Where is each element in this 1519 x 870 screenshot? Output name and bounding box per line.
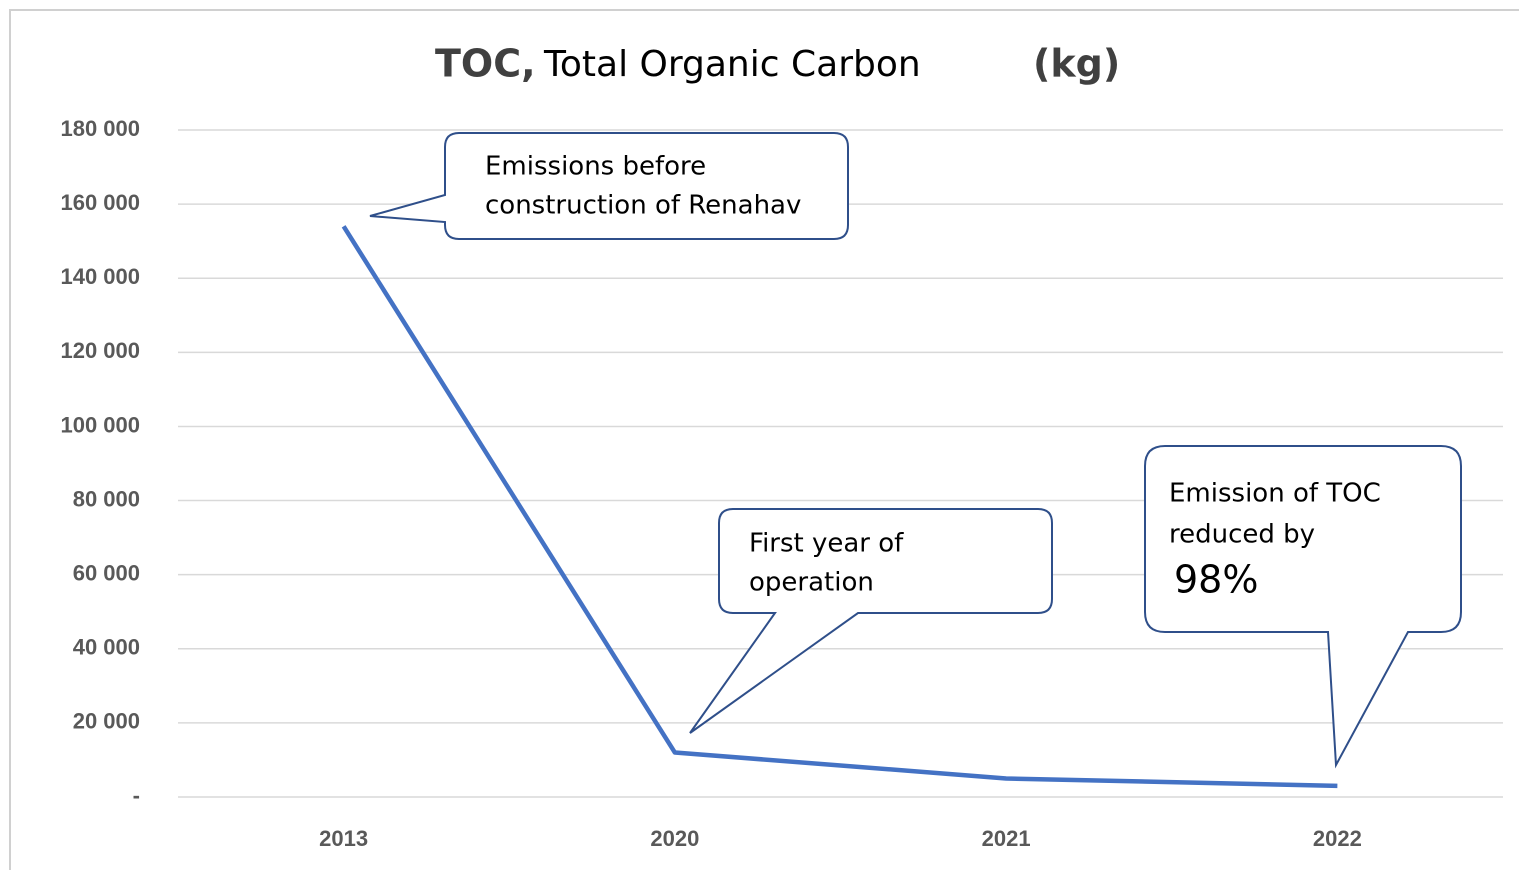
annotation: Emission of TOC	[1169, 479, 1381, 509]
y-tick-label: -	[133, 783, 140, 808]
y-tick-label: 160 000	[60, 190, 140, 215]
annotation: First year of	[749, 529, 904, 559]
x-tick-label: 2022	[1313, 826, 1362, 851]
callout	[689, 508, 1053, 734]
x-tick-label: 2013	[319, 826, 368, 851]
annotation: Emissions before	[485, 152, 706, 182]
annotation: operation	[749, 568, 874, 598]
y-tick-label: 120 000	[60, 338, 140, 363]
chart-subtitle: Total Organic Carbon	[543, 44, 921, 85]
x-tick-label: 2020	[650, 826, 699, 851]
y-tick-label: 60 000	[73, 560, 140, 585]
y-tick-label: 180 000	[60, 116, 140, 141]
y-tick-label: 20 000	[73, 709, 140, 734]
series	[341, 225, 1338, 789]
x-tick-label: 2021	[982, 826, 1031, 851]
chart-unit: (kg)	[1033, 42, 1120, 86]
chart-title: TOC,	[435, 42, 536, 86]
annotation: reduced by	[1169, 520, 1315, 550]
frame	[9, 9, 1519, 870]
annotation-highlight: 98%	[1174, 558, 1258, 602]
annotation: construction of Renahav	[485, 191, 801, 221]
y-tick-label: 100 000	[60, 412, 140, 437]
y-tick-label: 140 000	[60, 264, 140, 289]
y-tick-label: 80 000	[73, 486, 140, 511]
line	[341, 225, 1338, 789]
callout	[369, 132, 849, 240]
y-tick-label: 40 000	[73, 635, 140, 660]
callout	[1144, 445, 1462, 769]
